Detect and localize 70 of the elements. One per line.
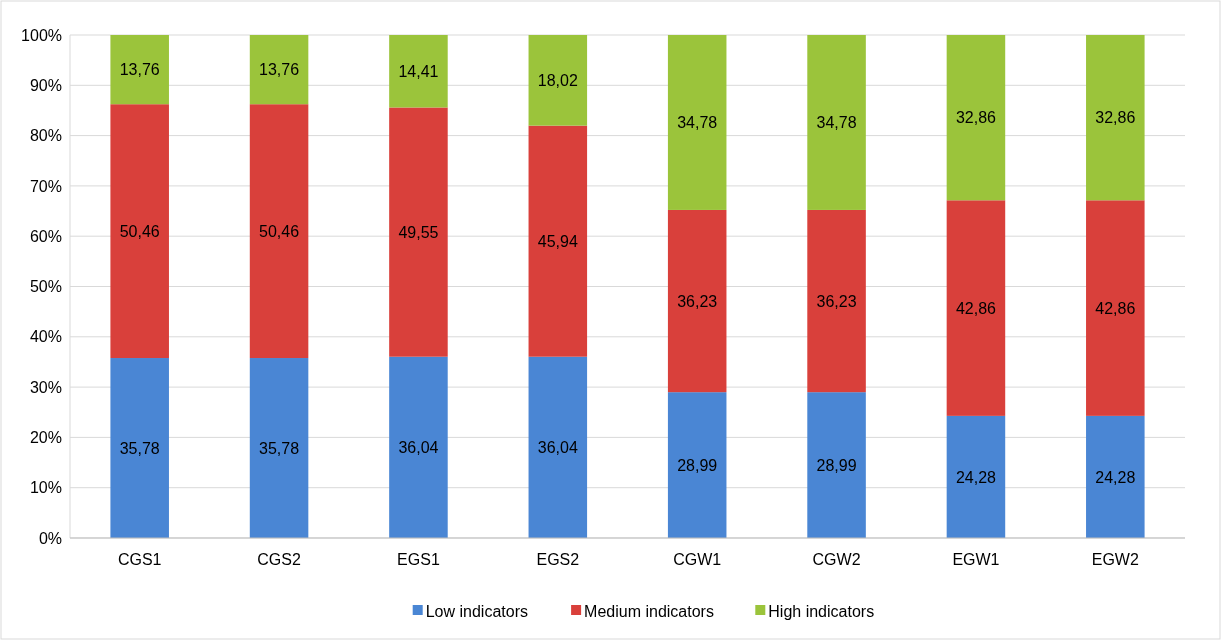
bar <box>528 125 588 357</box>
y-tick-label: 80% <box>29 127 62 145</box>
data-label: 24,28 <box>1095 468 1136 486</box>
bar <box>1086 35 1145 201</box>
legend-label: Low indicators <box>425 602 528 620</box>
data-label: 50,46 <box>259 222 300 240</box>
data-label: 36,23 <box>677 292 718 310</box>
data-label: 34,78 <box>816 114 857 132</box>
x-tick-label: EGW1 <box>952 551 1000 568</box>
data-label: 35,78 <box>259 439 300 457</box>
x-tick-label: CGW2 <box>812 551 861 568</box>
bar <box>110 104 169 359</box>
bar <box>389 35 448 108</box>
data-label: 50,46 <box>119 222 160 240</box>
x-tick-label: EGW2 <box>1091 551 1139 568</box>
data-label: 36,04 <box>537 438 578 456</box>
data-label: 28,99 <box>816 456 857 474</box>
bar <box>528 35 588 126</box>
data-label: 14,41 <box>398 62 439 80</box>
bar <box>528 356 588 538</box>
data-label: 36,04 <box>398 438 439 456</box>
data-label: 28,99 <box>677 456 718 474</box>
y-tick-label: 30% <box>29 378 62 396</box>
data-label: 42,86 <box>1095 299 1136 317</box>
y-tick-label: 90% <box>29 76 62 94</box>
data-label: 13,76 <box>119 61 160 79</box>
data-label: 35,78 <box>119 439 160 457</box>
data-label: 34,78 <box>677 114 718 132</box>
data-label: 49,55 <box>398 223 439 241</box>
bar <box>389 356 448 538</box>
bar <box>389 107 448 357</box>
bar <box>110 35 169 105</box>
bar <box>807 209 866 393</box>
bar <box>110 358 169 538</box>
data-label: 42,86 <box>955 299 997 317</box>
data-label: 32,86 <box>955 109 997 127</box>
data-label: 13,76 <box>259 61 300 79</box>
bar <box>1086 200 1145 416</box>
data-label: 36,23 <box>816 292 857 310</box>
legend-label: High indicators <box>768 602 875 620</box>
data-label: 32,86 <box>1095 109 1136 127</box>
y-tick-label: 70% <box>29 177 62 195</box>
y-tick-label: 10% <box>29 479 62 497</box>
data-label: 45,94 <box>537 232 578 250</box>
data-label: 18,02 <box>537 71 578 89</box>
x-tick-label: EGS1 <box>397 551 440 568</box>
x-tick-label: EGS2 <box>536 551 580 568</box>
bar <box>249 358 309 538</box>
bar <box>946 200 1006 416</box>
legend-label: Medium indicators <box>584 602 714 620</box>
x-tick-label: CGW1 <box>673 551 722 568</box>
bar <box>667 35 727 210</box>
bar <box>667 209 727 393</box>
x-tick-label: CGS2 <box>257 551 301 568</box>
x-tick-label: CGS1 <box>117 551 162 568</box>
bar <box>249 104 309 359</box>
bar <box>946 35 1006 201</box>
y-tick-label: 40% <box>29 328 62 346</box>
y-tick-label: 0% <box>38 529 62 547</box>
y-tick-label: 20% <box>29 429 62 446</box>
bar <box>1086 415 1145 538</box>
bar <box>249 35 309 105</box>
y-tick-label: 50% <box>29 278 62 296</box>
y-tick-label: 60% <box>29 227 62 245</box>
bar <box>807 35 866 210</box>
bar <box>946 415 1006 538</box>
bar <box>807 392 866 538</box>
data-label: 24,28 <box>955 468 997 486</box>
bar <box>667 392 727 538</box>
y-tick-label: 100% <box>21 26 62 44</box>
